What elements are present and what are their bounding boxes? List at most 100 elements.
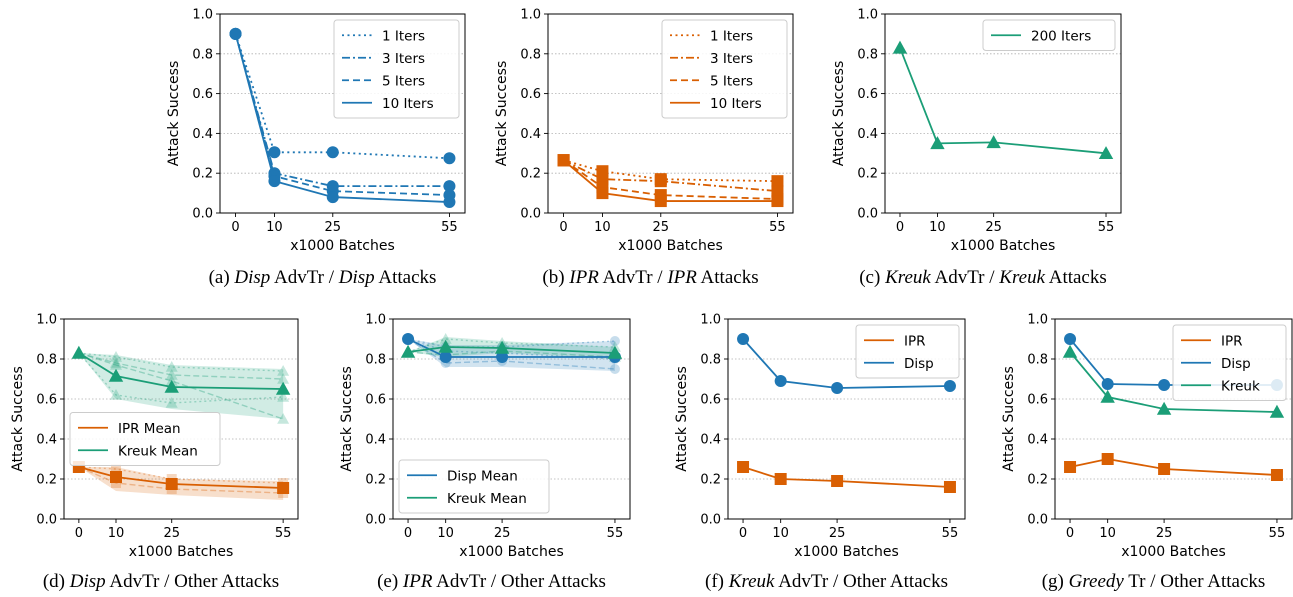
x-tick-label: 55 [441,220,458,235]
caption-part: AdvTr / Other Attacks [775,571,948,592]
y-tick-label: 0.0 [857,207,878,222]
series-line [742,466,951,488]
data-point [654,175,667,188]
data-point [1100,389,1115,403]
data-point [1062,344,1078,358]
chart-panel-d: 0.0 0.2 0.4 0.6 0.8 1.0 0 10 25 55 x1000 Batches At… [10,313,299,592]
data-point [1156,401,1172,415]
data-point [1064,333,1077,345]
x-tick-label: 55 [607,526,624,541]
x-tick-label: 25 [829,526,846,541]
x-axis-label: x1000 Batches [129,544,234,560]
y-tick-label: 0.6 [700,393,721,408]
data-point [557,154,570,167]
x-axis-label: x1000 Batches [951,238,1056,254]
x-tick-label: 55 [275,526,292,541]
chart-panel-e: 0.0 0.2 0.4 0.6 0.8 1.0 0 10 25 55 x1000 Batches At… [339,313,631,592]
data-point [268,146,281,159]
legend-label: IPR [1221,333,1243,349]
run-marker [439,333,452,344]
caption-prefix: (c) [859,267,885,288]
legend-box [661,19,788,119]
y-tick-label: 0.8 [192,47,213,62]
data-point [443,180,456,193]
data-point [1064,461,1077,473]
legend-box [855,324,960,379]
data-point [737,461,750,473]
run-marker [111,464,121,474]
data-point [443,196,456,209]
data-point [1269,404,1285,418]
legend: 200 Iters [982,19,1116,51]
y-tick-label: 1.0 [1027,313,1048,328]
y-tick-label: 0.8 [857,47,878,62]
data-point [986,135,1001,149]
caption-prefix: (d) [43,571,70,592]
series-line [562,159,778,202]
chart-panel-f: 0.0 0.2 0.4 0.6 0.8 1.0 0 10 25 55 x1000 Batches At… [674,313,966,592]
y-tick-label: 1.0 [36,313,57,328]
x-axis-label: x1000 Batches [290,238,395,254]
y-tick-label: 1.0 [857,8,878,23]
run-marker [110,357,122,368]
data-point [1098,146,1114,160]
chart-panel-g: 0.0 0.2 0.4 0.6 0.8 1.0 0 10 25 55 x1000 Batches At… [1001,313,1293,592]
x-tick-label: 25 [653,220,670,235]
y-tick-label: 0.6 [857,87,878,102]
run-marker [277,373,290,384]
y-axis-label: Attack Success [1001,366,1017,472]
x-tick-label: 55 [1098,220,1115,235]
x-tick-label: 10 [1099,526,1116,541]
run-line [78,352,284,420]
caption-part: IPR [402,571,433,592]
data-point [229,27,242,40]
axes-frame [727,318,966,520]
series-line [407,338,615,358]
data-point [400,344,416,358]
y-tick-label: 0.0 [1027,513,1048,528]
subfigure-caption: (f) Kreuk AdvTr / Other Attacks [705,571,948,592]
data-point [402,333,415,345]
legend: IPR Mean Kreuk Mean [69,412,221,466]
legend-label: 5 Iters [382,73,425,89]
data-point [607,345,623,359]
legend-box [333,19,460,119]
y-tick-label: 0.2 [1027,473,1048,488]
legend-label: 3 Iters [710,51,753,67]
caption-part: AdvTr / [270,267,338,288]
legend-label: Disp [1221,356,1251,372]
chart-panel-c: 0.0 0.2 0.4 0.6 0.8 1.0 0 10 25 55 x1000 Batches At… [831,8,1122,288]
data-point [892,40,908,54]
caption-part: AdvTr / Other Attacks [432,571,605,592]
run-marker [110,389,122,400]
data-point [943,380,956,392]
x-tick-label: 0 [559,220,567,235]
x-axis-label: x1000 Batches [459,544,564,560]
data-point [930,136,945,150]
x-tick-label: 0 [739,526,747,541]
x-tick-label: 55 [769,220,786,235]
run-line [78,466,284,484]
y-tick-label: 0.0 [700,513,721,528]
data-point [326,146,339,159]
legend-label: Disp [904,356,934,372]
x-tick-label: 10 [772,526,789,541]
caption-part: Disp [233,267,270,288]
y-tick-label: 0.6 [365,393,386,408]
data-point [771,175,784,188]
data-point [943,481,956,493]
data-point [439,351,452,363]
series-line [563,159,778,200]
run-line [78,352,284,372]
data-point [1158,463,1171,475]
caption-prefix: (e) [377,571,403,592]
series-line [563,159,778,183]
chart-panel-a: 0.0 0.2 0.4 0.6 0.8 1.0 0 10 25 55 x1000 Batches At… [166,8,466,288]
y-tick-label: 0.6 [1027,393,1048,408]
data-point [277,482,290,494]
run-marker [277,413,290,424]
x-tick-label: 0 [1066,526,1074,541]
y-tick-label: 0.4 [520,127,541,142]
y-tick-label: 0.2 [857,167,878,182]
